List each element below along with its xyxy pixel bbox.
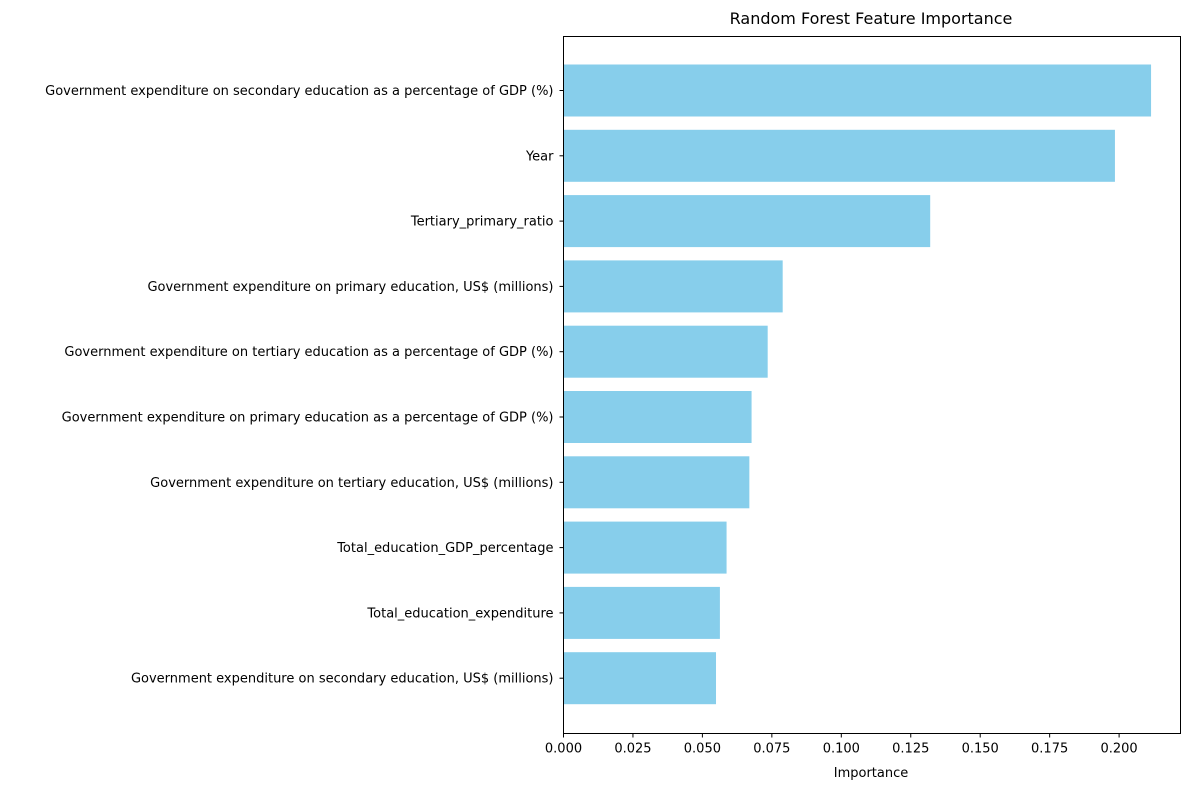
bar-5 bbox=[563, 391, 752, 443]
x-tick-label: 0.025 bbox=[614, 742, 651, 757]
bar-7 bbox=[563, 521, 727, 574]
x-tick-label: 0.100 bbox=[823, 742, 860, 757]
bars-group bbox=[563, 64, 1152, 705]
bar-9 bbox=[563, 652, 717, 705]
y-tick-label: Government expenditure on primary educat… bbox=[62, 411, 554, 426]
y-tick-label: Government expenditure on secondary educ… bbox=[45, 84, 553, 99]
y-tick-labels: Government expenditure on secondary educ… bbox=[45, 84, 564, 687]
y-tick-label: Government expenditure on tertiary educa… bbox=[150, 476, 553, 491]
x-tick-label: 0.150 bbox=[962, 742, 999, 757]
x-tick-label: 0.050 bbox=[684, 742, 721, 757]
y-tick-label: Total_education_GDP_percentage bbox=[336, 541, 553, 556]
bar-4 bbox=[563, 325, 768, 378]
x-tick-label: 0.075 bbox=[753, 742, 790, 757]
y-tick-label: Government expenditure on tertiary educa… bbox=[64, 345, 553, 360]
x-axis-label: Importance bbox=[834, 766, 909, 781]
y-tick-label: Government expenditure on primary educat… bbox=[147, 280, 553, 295]
bar-1 bbox=[563, 129, 1115, 182]
x-tick-label: 0.200 bbox=[1100, 742, 1137, 757]
bar-2 bbox=[563, 195, 931, 248]
x-tick-label: 0.125 bbox=[892, 742, 929, 757]
x-ticks: 0.000 0.025 0.050 0.075 0.100 0.125 0.150 0.175… bbox=[545, 733, 1138, 757]
x-tick-label: 0.175 bbox=[1031, 742, 1068, 757]
bar-6 bbox=[563, 456, 750, 509]
y-tick-label: Government expenditure on secondary educ… bbox=[131, 672, 554, 687]
y-tick-label: Total_education_expenditure bbox=[366, 606, 553, 621]
y-tick-label: Tertiary_primary_ratio bbox=[410, 215, 554, 230]
bar-8 bbox=[563, 586, 720, 639]
x-tick-label: 0.000 bbox=[545, 742, 582, 757]
bar-0 bbox=[563, 64, 1152, 117]
plot-frame bbox=[563, 36, 1181, 734]
chart-title: Random Forest Feature Importance bbox=[730, 9, 1013, 28]
bar-3 bbox=[563, 260, 783, 313]
y-tick-label: Year bbox=[525, 149, 554, 164]
